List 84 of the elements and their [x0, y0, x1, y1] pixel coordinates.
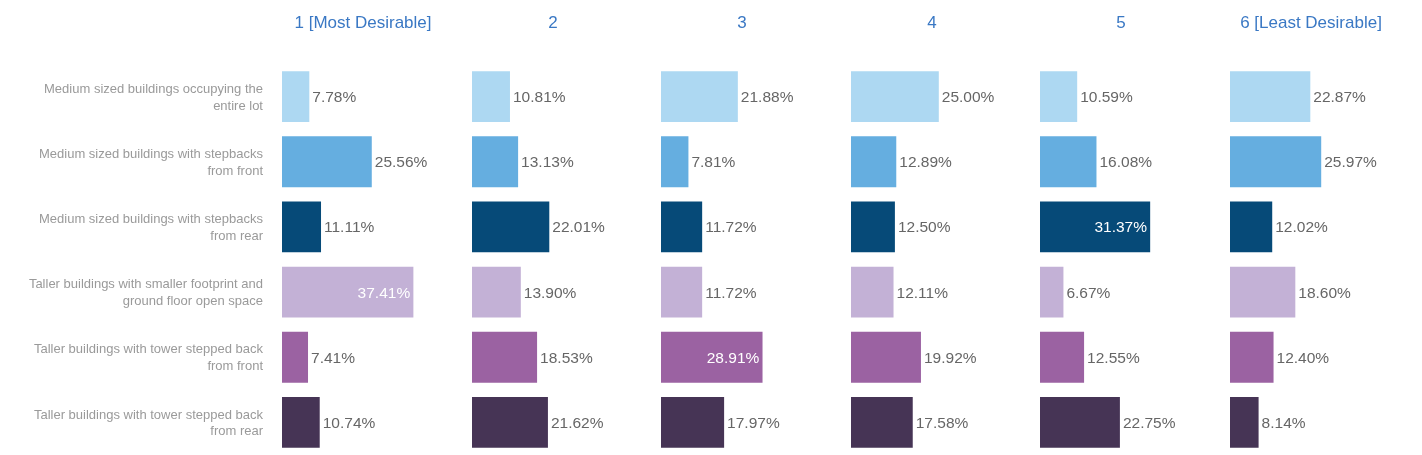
chart-title: 6 [Least Desirable] — [1240, 12, 1382, 32]
y-tick-label: Medium sized buildings with stepbacks from rear — [39, 211, 264, 243]
data-label: 16.08% — [1099, 153, 1153, 171]
bar — [1040, 397, 1120, 448]
chart-title: 1 [Most Desirable] — [294, 12, 432, 32]
data-label: 19.92% — [923, 348, 977, 366]
bar — [661, 266, 703, 318]
data-label: 7.41% — [311, 348, 356, 366]
y-tick-label: Medium sized buildings with stepbacks from front — [39, 145, 264, 178]
data-label: 11.11% — [324, 218, 375, 236]
bar — [1040, 331, 1085, 383]
bar — [851, 201, 895, 253]
data-label: 25.00% — [941, 88, 995, 106]
data-label: 11.72% — [705, 283, 757, 301]
data-label: 7.81% — [691, 153, 736, 171]
data-label: 17.58% — [915, 413, 969, 431]
chart-title: 5 — [1116, 12, 1126, 32]
data-label: 10.59% — [1080, 88, 1133, 106]
bar — [1040, 136, 1097, 188]
y-tick-label: Medium sized buildings occupying the entire lot — [44, 80, 264, 113]
data-label: 7.78% — [312, 88, 357, 106]
bar — [282, 266, 414, 318]
data-label: 25.56% — [374, 153, 428, 171]
bar — [1230, 266, 1296, 318]
data-label: 17.97% — [727, 413, 780, 431]
bar — [282, 397, 320, 448]
bar — [661, 331, 763, 383]
data-label: 10.74% — [322, 413, 376, 431]
bar — [1230, 136, 1322, 188]
y-tick-label: Taller buildings with tower stepped back from rear — [33, 406, 264, 439]
data-label: 12.55% — [1087, 348, 1140, 366]
chart-title: 3 — [737, 12, 747, 32]
bar — [472, 71, 510, 122]
data-label: 12.02% — [1275, 218, 1329, 236]
data-label: 8.14% — [1261, 413, 1306, 431]
data-label: 21.88% — [740, 88, 794, 106]
data-label: 31.37% — [1094, 218, 1148, 236]
data-label: 13.13% — [521, 153, 574, 171]
bar — [661, 136, 689, 188]
y-tick-label: Taller buildings with tower stepped back from front — [33, 341, 264, 374]
data-label: 18.60% — [1298, 283, 1352, 301]
data-label: 28.91% — [706, 348, 760, 366]
data-label: 12.40% — [1276, 348, 1330, 366]
bar — [1230, 201, 1273, 253]
bar — [282, 71, 310, 122]
data-label: 18.53% — [540, 348, 593, 366]
data-label: 11.72% — [705, 218, 757, 236]
data-label: 10.81% — [512, 88, 566, 106]
bar — [1040, 201, 1151, 253]
bar — [851, 71, 939, 122]
bar — [661, 397, 725, 448]
bar — [661, 201, 703, 253]
bar — [1230, 397, 1259, 448]
bar — [282, 136, 372, 188]
data-label: 21.62% — [550, 413, 604, 431]
bar — [472, 331, 538, 383]
bar — [282, 201, 322, 253]
bar — [851, 266, 894, 318]
data-label: 12.11% — [896, 283, 949, 301]
data-label: 22.01% — [552, 218, 606, 236]
bar — [472, 266, 521, 318]
y-tick-label: Taller buildings with smaller footprint and ground floor open space — [28, 276, 263, 309]
data-label: 22.87% — [1313, 88, 1367, 106]
chart-title: 4 — [927, 12, 937, 32]
bar — [1230, 331, 1274, 383]
bar — [1040, 71, 1078, 122]
bar — [472, 201, 550, 253]
bar — [1230, 71, 1311, 122]
data-label: 22.75% — [1122, 413, 1176, 431]
data-label: 37.41% — [357, 283, 411, 301]
chart-title: 2 — [548, 12, 558, 32]
bar — [851, 397, 913, 448]
data-label: 12.89% — [899, 153, 953, 171]
data-label: 12.50% — [897, 218, 951, 236]
bar — [472, 136, 519, 188]
bar — [851, 136, 897, 188]
bar — [472, 397, 548, 448]
data-label: 25.97% — [1324, 153, 1377, 171]
bar — [661, 71, 738, 122]
data-label: 13.90% — [523, 283, 577, 301]
bar — [851, 331, 921, 383]
bar — [1040, 266, 1064, 318]
data-label: 6.67% — [1066, 283, 1111, 301]
bar — [282, 331, 309, 383]
